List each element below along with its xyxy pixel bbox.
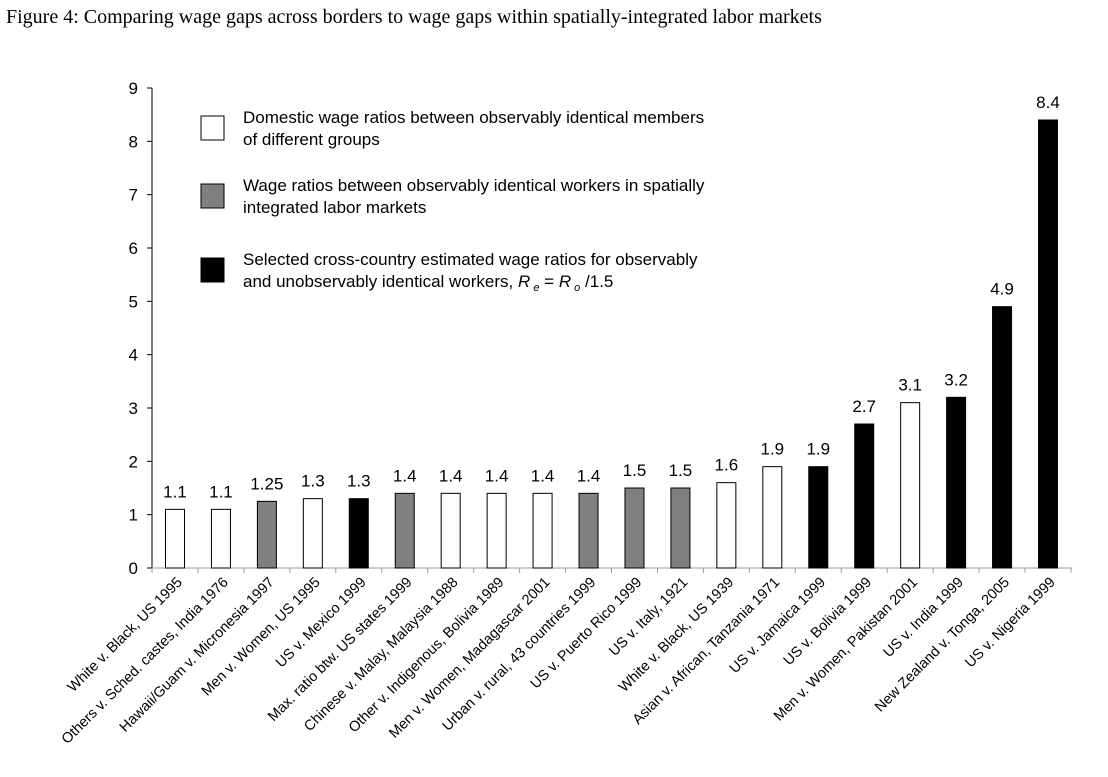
bar — [900, 402, 921, 569]
bar — [854, 423, 875, 569]
data-label: 1.1 — [163, 482, 187, 501]
data-label: 1.3 — [301, 472, 325, 491]
x-tick-label: US v. Nigeria 1999 — [962, 575, 1059, 672]
legend-swatch — [200, 115, 225, 141]
y-tick-label: 5 — [129, 292, 138, 311]
x-tick-label: US v. India 1999 — [881, 575, 967, 661]
legend-label: Wage ratios between observably identical… — [243, 176, 705, 195]
data-label: 8.4 — [1036, 93, 1060, 112]
data-label: 2.7 — [852, 397, 876, 416]
bar — [808, 466, 829, 569]
y-tick-label: 2 — [129, 452, 138, 471]
data-label: 1.3 — [347, 472, 371, 491]
legend-label: integrated labor markets — [243, 198, 426, 217]
y-tick-label: 9 — [129, 79, 138, 98]
figure-title: Figure 4: Comparing wage gaps across bor… — [6, 6, 822, 28]
bar — [394, 492, 415, 569]
bar — [165, 508, 185, 569]
data-label: 1.1 — [209, 482, 233, 501]
bar — [762, 466, 783, 569]
legend-swatch — [200, 257, 225, 283]
data-label: 1.5 — [669, 461, 693, 480]
legend-swatch — [200, 183, 225, 209]
bar — [946, 396, 967, 569]
legend-label: Domestic wage ratios between observably … — [243, 108, 704, 127]
bar — [302, 498, 323, 569]
y-tick-label: 1 — [129, 506, 138, 525]
bar — [440, 492, 461, 569]
y-tick-label: 6 — [129, 239, 138, 258]
data-label: 1.4 — [485, 466, 509, 485]
bar — [210, 508, 231, 569]
y-tick-label: 4 — [129, 346, 138, 365]
y-tick-label: 7 — [129, 186, 138, 205]
x-tick-label: US v. Bolivia 1999 — [781, 575, 875, 669]
data-label: 1.9 — [806, 440, 830, 459]
data-label: 1.25 — [250, 474, 283, 493]
y-tick-label: 0 — [129, 559, 138, 578]
bar — [348, 498, 369, 569]
x-tick-label: Others v. Sched. castes, India 1976 — [59, 575, 232, 748]
x-tick-label: US v. Italy, 1921 — [606, 575, 691, 660]
bar — [486, 492, 507, 569]
data-label: 1.9 — [760, 440, 784, 459]
y-tick-label: 8 — [129, 132, 138, 151]
bar — [716, 482, 737, 569]
bar — [532, 492, 553, 569]
y-tick-label: 3 — [129, 399, 138, 418]
data-label: 1.4 — [393, 466, 417, 485]
data-label: 1.4 — [577, 466, 601, 485]
bar — [670, 487, 691, 569]
bar — [256, 500, 277, 569]
bar — [1038, 119, 1058, 569]
legend-label: and unobservably identical workers, R e … — [243, 272, 613, 294]
data-label: 4.9 — [990, 280, 1014, 299]
data-label: 3.2 — [944, 370, 968, 389]
bar — [624, 487, 645, 569]
data-label: 1.4 — [439, 466, 463, 485]
data-label: 1.4 — [531, 466, 555, 485]
legend-label: Selected cross-country estimated wage ra… — [243, 250, 698, 269]
bar — [578, 492, 599, 569]
bar — [992, 306, 1013, 569]
data-label: 1.5 — [623, 461, 647, 480]
data-label: 3.1 — [898, 376, 922, 395]
legend-label: of different groups — [243, 130, 380, 149]
data-label: 1.6 — [715, 456, 739, 475]
